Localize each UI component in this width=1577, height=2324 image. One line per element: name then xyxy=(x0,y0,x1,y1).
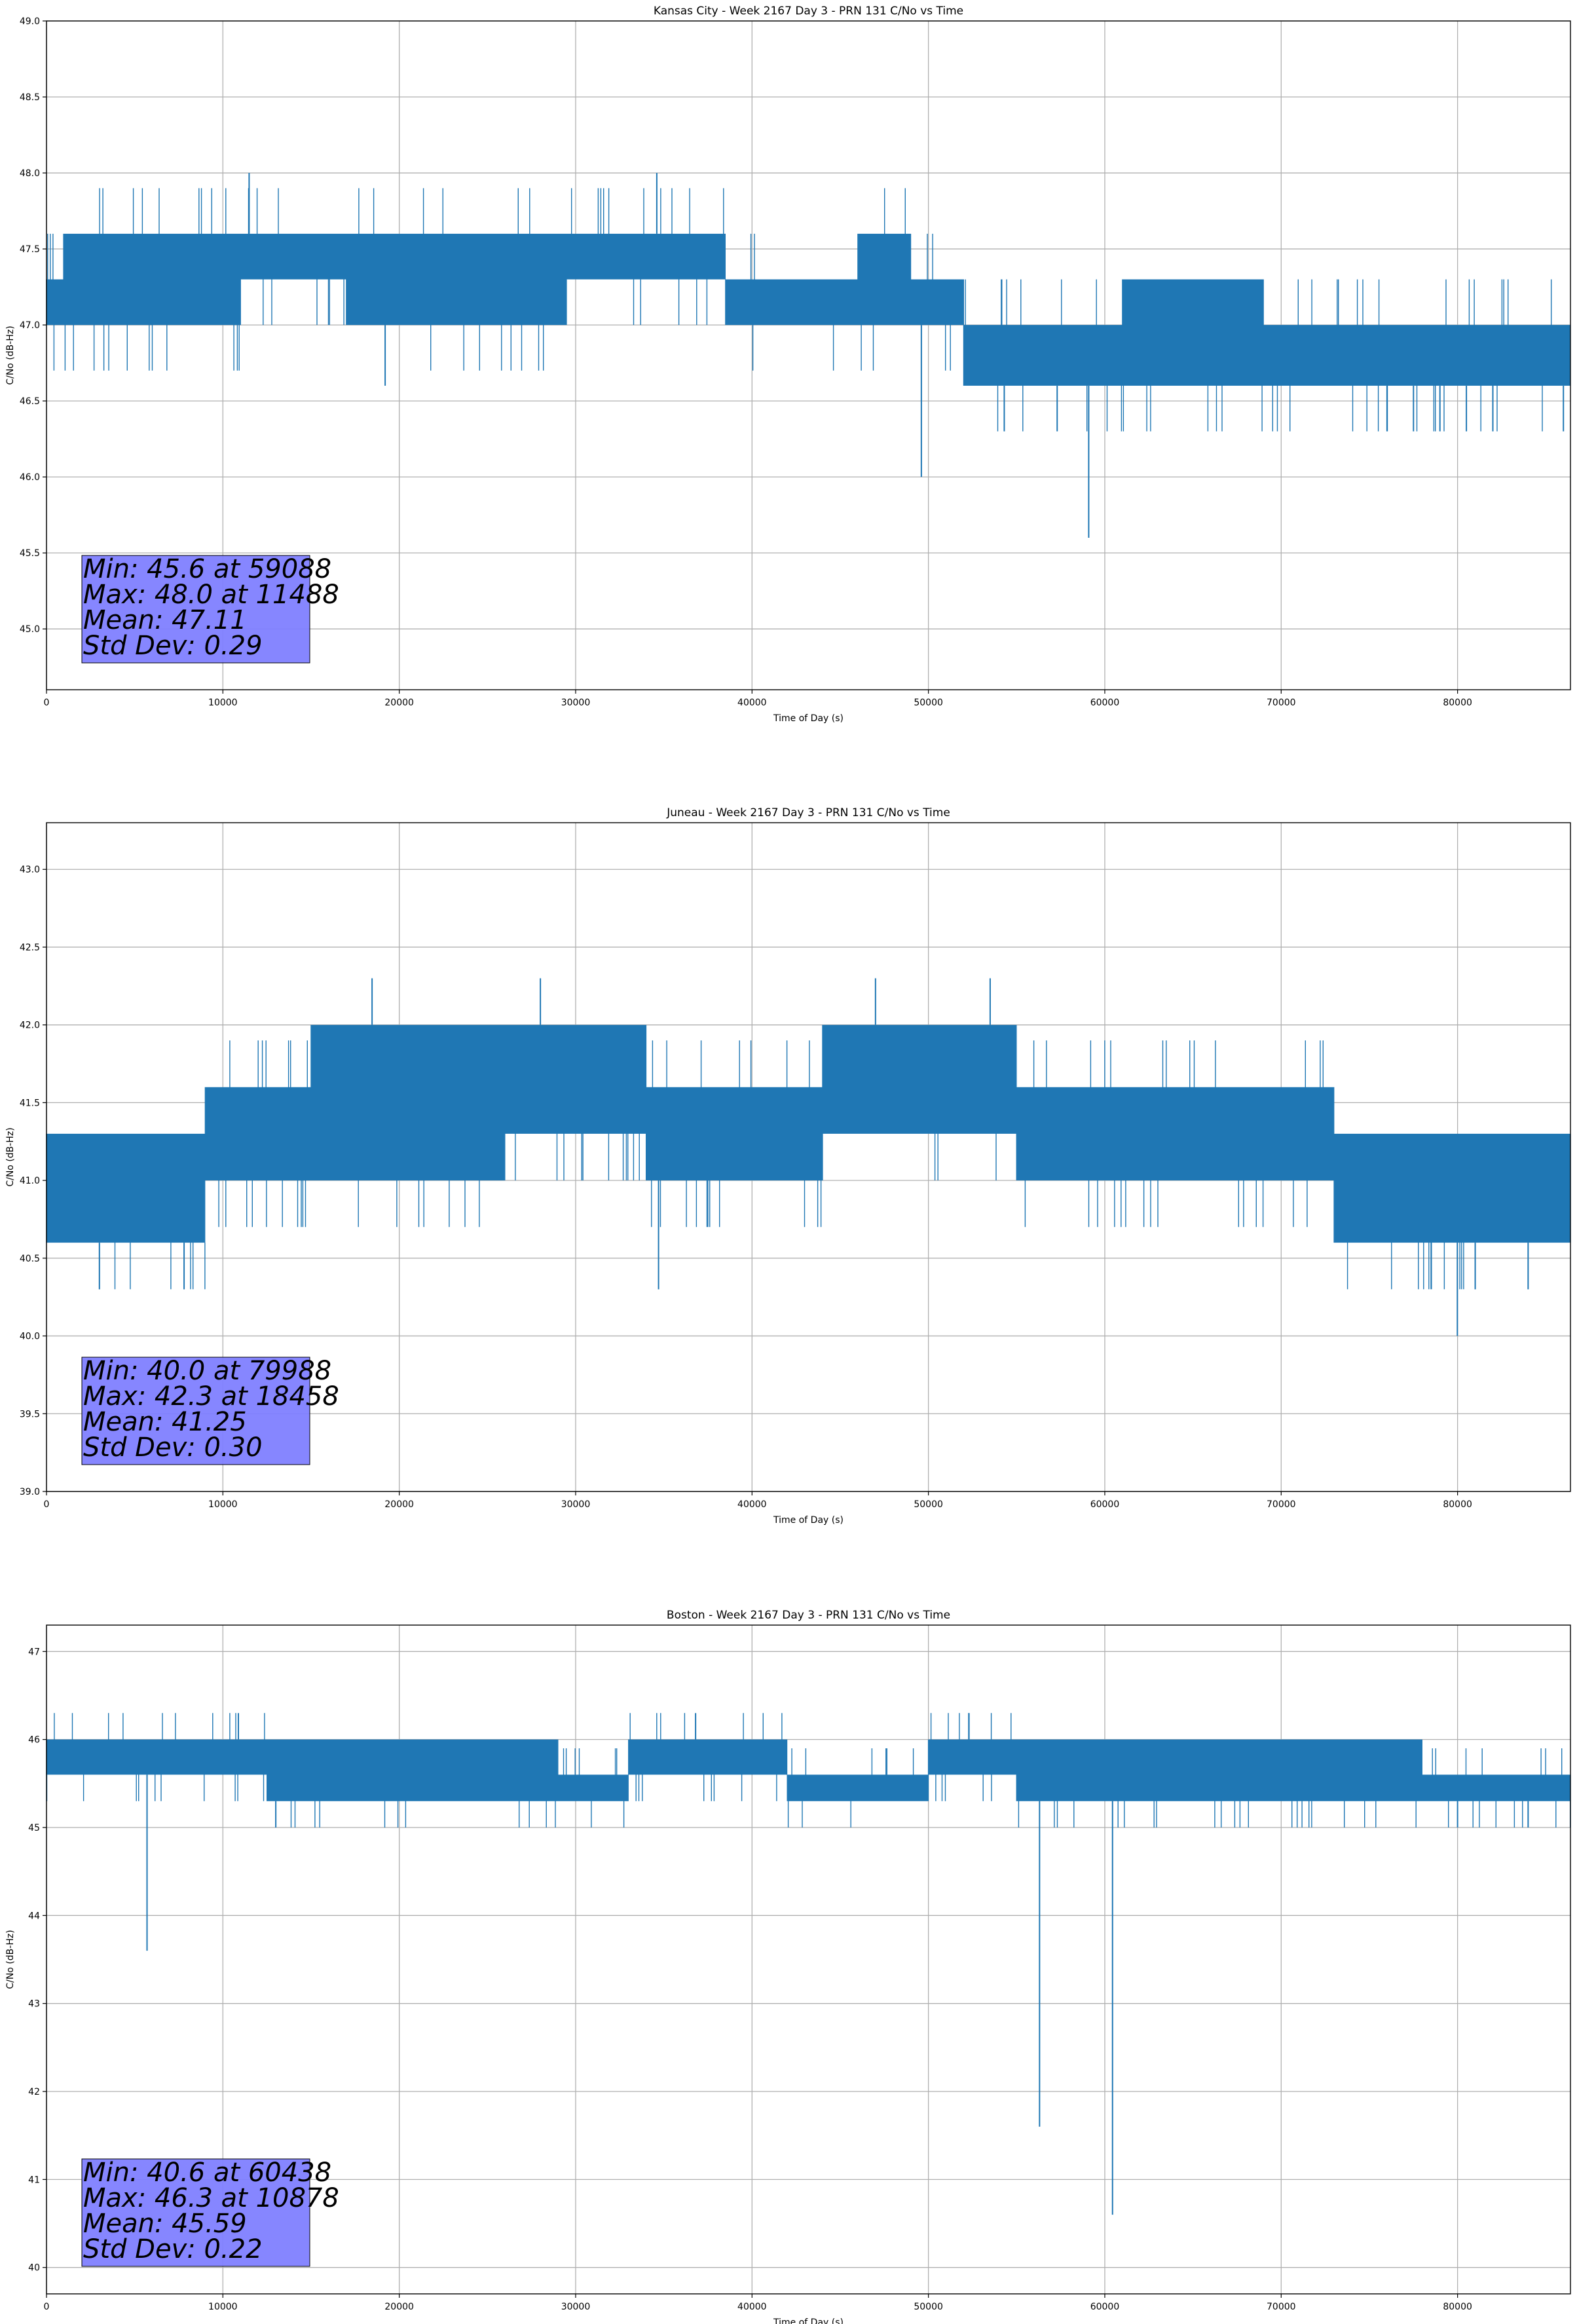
chart3-stats-box-background xyxy=(81,2158,310,2267)
chart3-title: Boston - Week 2167 Day 3 - PRN 131 C/No … xyxy=(667,1609,950,1622)
chart2-stats-line3: Mean: 41.25 xyxy=(83,1407,247,1437)
chart1-x-tick-label: 80000 xyxy=(1443,698,1472,708)
chart2-series xyxy=(46,1024,1571,1290)
chart2-stats-line4: Std Dev: 0.30 xyxy=(83,1433,263,1463)
chart2-plot-frame xyxy=(46,822,1571,1492)
chart2-title: Juneau - Week 2167 Day 3 - PRN 131 C/No … xyxy=(666,806,950,819)
chart1-x-tick-label: 50000 xyxy=(914,698,943,708)
chart2-x-tick-label: 30000 xyxy=(561,1499,591,1510)
chart3-y-tick-label: 45 xyxy=(28,1823,40,1833)
chart1: Kansas City - Week 2167 Day 3 - PRN 131 … xyxy=(5,5,1571,724)
chart2-y-tick-label: 39.0 xyxy=(20,1487,40,1497)
chart1-y-tick-label: 49.0 xyxy=(20,16,40,27)
chart3-series xyxy=(46,1713,1571,1827)
chart2-x-axis-label: Time of Day (s) xyxy=(773,1515,844,1526)
chart2-x-tick-label: 20000 xyxy=(384,1499,414,1510)
chart2-y-tick-label: 42.0 xyxy=(20,1021,40,1031)
chart2-x-tick-label: 70000 xyxy=(1267,1499,1296,1510)
chart1-y-tick-label: 47.0 xyxy=(20,320,40,331)
chart3-x-axis-label: Time of Day (s) xyxy=(773,2317,844,2324)
chart3-x-tick-label: 70000 xyxy=(1267,2302,1296,2312)
chart1-y-tick-label: 47.5 xyxy=(20,244,40,255)
chart1-x-tick-label: 70000 xyxy=(1267,698,1296,708)
chart3-x-tick-label: 40000 xyxy=(737,2302,767,2312)
chart2-y-tick-label: 39.5 xyxy=(20,1409,40,1419)
chart2-x-tick-label: 10000 xyxy=(208,1499,238,1510)
chart1-x-tick-label: 0 xyxy=(44,698,50,708)
chart3-y-tick-label: 43 xyxy=(28,1999,40,2010)
chart1-x-tick-label: 20000 xyxy=(384,698,414,708)
chart2-x-tick-label: 40000 xyxy=(737,1499,767,1510)
chart3-y-tick-label: 47 xyxy=(28,1647,40,1657)
chart1-x-axis-label: Time of Day (s) xyxy=(773,713,844,724)
chart2-x-tick-label: 50000 xyxy=(914,1499,943,1510)
chart2: Juneau - Week 2167 Day 3 - PRN 131 C/No … xyxy=(5,806,1571,1526)
chart3-series-line xyxy=(46,1713,1571,1827)
chart2-y-tick-label: 40.5 xyxy=(20,1254,40,1264)
chart1-x-tick-label: 30000 xyxy=(561,698,591,708)
chart2-x-tick-label: 60000 xyxy=(1090,1499,1120,1510)
chart2-y-tick-label: 43.0 xyxy=(20,865,40,875)
chart1-stats-line3: Mean: 47.11 xyxy=(83,605,247,635)
chart2-series-line xyxy=(46,1024,1571,1290)
chart2-stats-line2: Max: 42.3 at 18458 xyxy=(83,1381,339,1412)
chart1-y-axis-label: C/No (dB-Hz) xyxy=(5,326,16,384)
chart3-stats-line4: Std Dev: 0.22 xyxy=(83,2234,263,2264)
chart3-x-tick-label: 10000 xyxy=(208,2302,238,2312)
chart3-y-tick-label: 40 xyxy=(28,2263,40,2274)
chart1-y-tick-label: 48.0 xyxy=(20,168,40,179)
chart1-series-line xyxy=(46,188,1570,432)
chart1-y-tick-label: 45.0 xyxy=(20,624,40,635)
chart1-title: Kansas City - Week 2167 Day 3 - PRN 131 … xyxy=(654,5,963,18)
chart1-x-tick-label: 60000 xyxy=(1090,698,1120,708)
chart1-plot-frame xyxy=(46,20,1571,690)
chart1-stats-line2: Max: 48.0 at 11488 xyxy=(83,580,339,610)
chart1-y-tick-label: 45.5 xyxy=(20,548,40,559)
chart2-stats-line1: Min: 40.0 at 79988 xyxy=(83,1356,331,1386)
chart3-y-tick-label: 44 xyxy=(28,1911,40,1921)
chart3-stats-line2: Max: 46.3 at 10878 xyxy=(83,2183,339,2213)
chart3-stats-line1: Min: 40.6 at 60438 xyxy=(83,2158,331,2188)
chart3-x-tick-label: 80000 xyxy=(1443,2302,1472,2312)
chart3-x-tick-label: 30000 xyxy=(561,2302,591,2312)
chart1-x-tick-label: 40000 xyxy=(737,698,767,708)
chart3-x-tick-label: 60000 xyxy=(1090,2302,1120,2312)
chart1-y-tick-label: 46.0 xyxy=(20,472,40,483)
chart3-x-tick-label: 20000 xyxy=(384,2302,414,2312)
chart1-stats-line1: Min: 45.6 at 59088 xyxy=(83,554,331,584)
chart1-x-tick-label: 10000 xyxy=(208,698,238,708)
chart1-y-tick-label: 46.5 xyxy=(20,396,40,407)
chart1-stats-box-background xyxy=(81,555,310,664)
chart3-stats-line3: Mean: 45.59 xyxy=(83,2209,247,2239)
chart2-y-tick-label: 40.0 xyxy=(20,1332,40,1342)
chart3-y-tick-label: 46 xyxy=(28,1735,40,1746)
chart2-y-tick-label: 41.5 xyxy=(20,1098,40,1108)
chart3-x-tick-label: 0 xyxy=(44,2302,50,2312)
chart3-y-tick-label: 42 xyxy=(28,2087,40,2097)
chart3-y-axis-label: C/No (dB-Hz) xyxy=(5,1930,16,1989)
chart3-x-tick-label: 50000 xyxy=(914,2302,943,2312)
chart2-y-tick-label: 42.5 xyxy=(20,943,40,953)
chart3-plot-frame xyxy=(46,1624,1571,2295)
chart2-stats-box-background xyxy=(81,1357,310,1465)
chart1-y-tick-label: 48.5 xyxy=(20,92,40,103)
chart2-x-tick-label: 0 xyxy=(44,1499,50,1510)
chart2-x-tick-label: 80000 xyxy=(1443,1499,1472,1510)
chart1-stats-line4: Std Dev: 0.29 xyxy=(83,631,263,661)
chart2-y-tick-label: 41.0 xyxy=(20,1176,40,1186)
chart3-y-tick-label: 41 xyxy=(28,2175,40,2185)
chart1-series xyxy=(46,188,1570,432)
chart3: Boston - Week 2167 Day 3 - PRN 131 C/No … xyxy=(5,1609,1571,2324)
chart2-y-axis-label: C/No (dB-Hz) xyxy=(5,1127,16,1186)
